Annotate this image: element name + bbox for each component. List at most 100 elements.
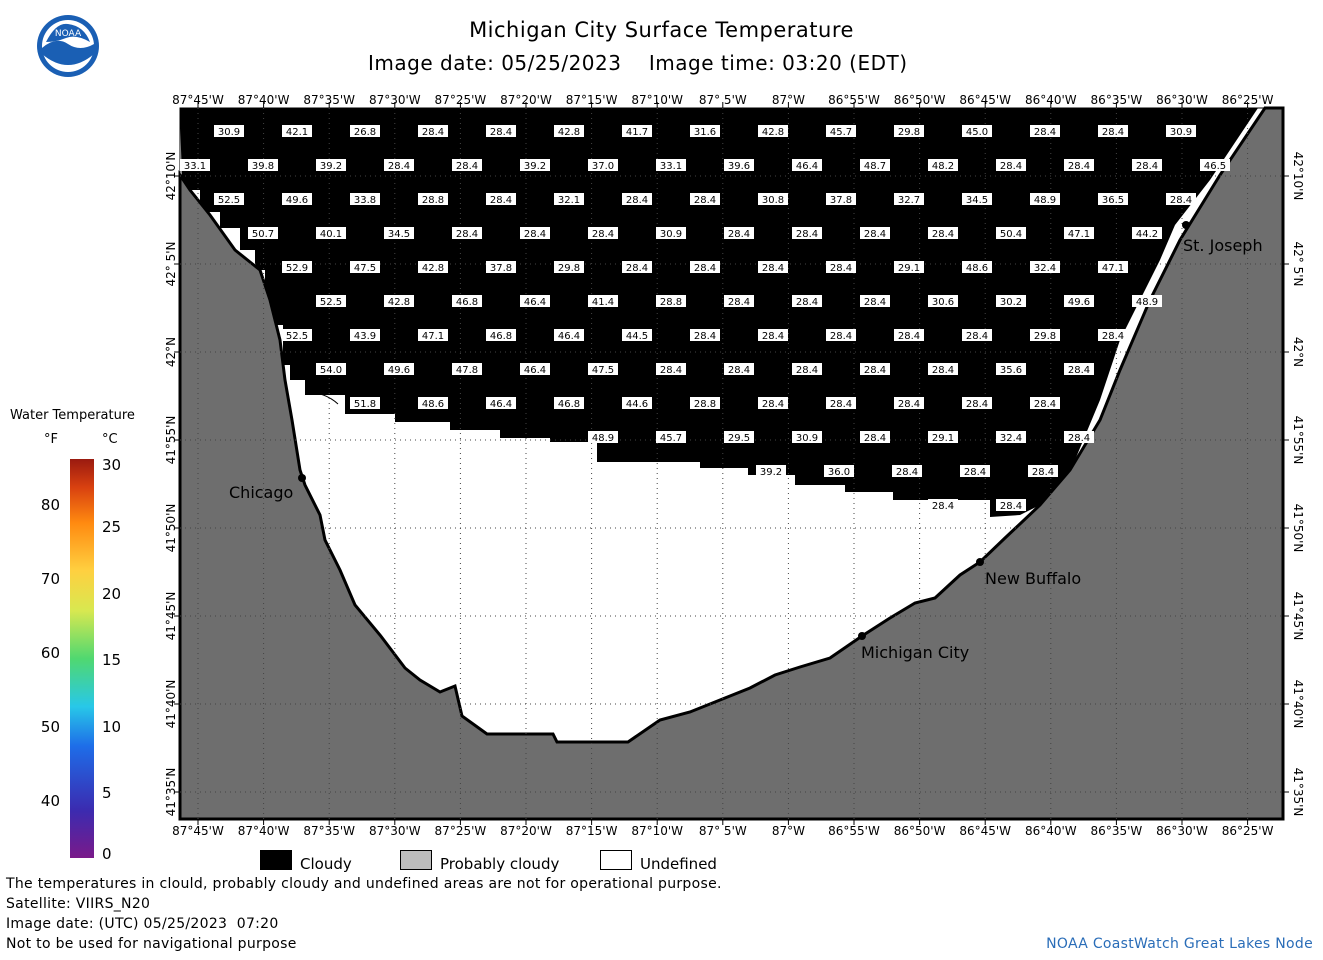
lon-label: 86°50'W bbox=[894, 824, 946, 838]
temp-value: 28.4 bbox=[1102, 331, 1124, 342]
temp-label-box bbox=[928, 295, 958, 307]
temp-value: 33.1 bbox=[184, 161, 206, 172]
temp-label-box bbox=[1132, 227, 1162, 239]
temp-label-box bbox=[860, 227, 890, 239]
st-joseph-marker bbox=[1182, 221, 1190, 229]
temp-label-box bbox=[860, 363, 890, 375]
temp-label-box bbox=[724, 431, 754, 443]
c-tick-label: 30 bbox=[102, 456, 122, 474]
image-date-label: Image date: 05/25/2023 bbox=[368, 51, 622, 75]
lon-label: 87°35'W bbox=[303, 824, 355, 838]
temp-value: 33.1 bbox=[660, 161, 682, 172]
temp-label-box bbox=[316, 159, 346, 171]
city-label: St. Joseph bbox=[1183, 236, 1263, 255]
unit-f: °F bbox=[44, 432, 58, 447]
image-date-time: Image date: 05/25/2023 Image time: 03:20… bbox=[368, 51, 908, 75]
temp-label-box bbox=[384, 295, 414, 307]
temp-label-box bbox=[962, 329, 992, 341]
temp-value: 31.6 bbox=[694, 127, 716, 138]
temp-label-box bbox=[350, 193, 380, 205]
lon-label: 86°30'W bbox=[1156, 93, 1208, 107]
temp-label-box bbox=[1132, 295, 1162, 307]
temp-label-box bbox=[826, 193, 856, 205]
temp-label-box bbox=[996, 295, 1026, 307]
temp-value: 30.9 bbox=[660, 229, 682, 240]
temp-value: 28.4 bbox=[796, 365, 818, 376]
chicago-marker bbox=[298, 474, 306, 482]
temp-value: 30.9 bbox=[1170, 127, 1192, 138]
temp-value: 28.4 bbox=[490, 195, 512, 206]
temp-label-box bbox=[350, 397, 380, 409]
temp-label-box bbox=[656, 295, 686, 307]
temp-value: 28.4 bbox=[966, 399, 988, 410]
svg-text:NOAA: NOAA bbox=[55, 29, 82, 39]
temp-label-box bbox=[960, 465, 990, 477]
temp-value: 28.4 bbox=[796, 297, 818, 308]
f-tick-label: 80 bbox=[40, 496, 60, 514]
temp-label-box bbox=[1064, 227, 1094, 239]
temp-label-box bbox=[928, 431, 958, 443]
temp-label-box bbox=[1030, 193, 1060, 205]
f-tick-label: 70 bbox=[40, 570, 60, 588]
temp-label-box bbox=[724, 227, 754, 239]
temp-value: 28.4 bbox=[694, 331, 716, 342]
temp-value: 47.8 bbox=[456, 365, 478, 376]
temp-value: 41.4 bbox=[592, 297, 614, 308]
temp-label-box bbox=[962, 261, 992, 273]
lon-label: 87°20'W bbox=[500, 824, 552, 838]
unit-c: °C bbox=[102, 432, 118, 447]
temp-value: 28.4 bbox=[762, 263, 784, 274]
temp-value: 28.4 bbox=[796, 229, 818, 240]
temp-value: 29.8 bbox=[898, 127, 920, 138]
lon-label: 87°40'W bbox=[238, 93, 290, 107]
temp-label-box bbox=[282, 261, 312, 273]
temp-label-box bbox=[928, 363, 958, 375]
temp-label-box bbox=[758, 193, 788, 205]
temp-value: 30.9 bbox=[796, 433, 818, 444]
temp-label-box bbox=[1166, 125, 1196, 137]
temp-value: 28.4 bbox=[1068, 433, 1090, 444]
temp-value: 46.4 bbox=[524, 297, 546, 308]
temp-label-box bbox=[452, 363, 482, 375]
lon-label: 86°50'W bbox=[894, 93, 946, 107]
temp-value: 29.1 bbox=[932, 433, 954, 444]
lat-label: 41°40'N bbox=[164, 680, 178, 729]
temp-label-box bbox=[486, 261, 516, 273]
temp-label-box bbox=[656, 431, 686, 443]
utc-date-line: Image date: (UTC) 05/25/2023 07:20 bbox=[6, 916, 279, 932]
temp-label-box bbox=[656, 159, 686, 171]
credit-link[interactable]: NOAA CoastWatch Great Lakes Node bbox=[1046, 936, 1313, 952]
lat-label: 41°50'N bbox=[1291, 504, 1305, 553]
lon-label: 87° 5'W bbox=[699, 824, 747, 838]
temp-label-box bbox=[214, 193, 244, 205]
temp-label-box bbox=[214, 125, 244, 137]
temp-label-box bbox=[996, 431, 1026, 443]
temp-value: 37.8 bbox=[830, 195, 852, 206]
lon-label: 86°40'W bbox=[1025, 93, 1077, 107]
noaa-logo: NOAA bbox=[36, 14, 100, 78]
temp-label-box bbox=[622, 397, 652, 409]
temp-label-box bbox=[758, 125, 788, 137]
temp-label-box bbox=[824, 465, 854, 477]
temp-value: 28.4 bbox=[524, 229, 546, 240]
temp-label-box bbox=[1064, 363, 1094, 375]
temp-value: 44.6 bbox=[626, 399, 648, 410]
lon-label: 87°45'W bbox=[172, 93, 224, 107]
lon-label: 86°55'W bbox=[828, 824, 880, 838]
lon-label: 87°25'W bbox=[435, 93, 487, 107]
temp-value: 48.9 bbox=[592, 433, 614, 444]
temp-value: 46.4 bbox=[524, 365, 546, 376]
temp-label-box bbox=[418, 193, 448, 205]
undefined-swatch bbox=[600, 850, 632, 870]
lon-label: 87°25'W bbox=[435, 824, 487, 838]
temp-label-box bbox=[1064, 295, 1094, 307]
temp-label-box bbox=[1064, 159, 1094, 171]
temp-label-box bbox=[894, 397, 924, 409]
temp-value: 41.7 bbox=[626, 127, 648, 138]
temp-value: 49.6 bbox=[286, 195, 308, 206]
lon-label: 86°55'W bbox=[828, 93, 880, 107]
lat-label: 41°45'N bbox=[1291, 592, 1305, 641]
temp-value: 45.0 bbox=[966, 127, 988, 138]
lat-label: 42°N bbox=[1291, 337, 1305, 367]
temp-label-box bbox=[756, 465, 786, 477]
